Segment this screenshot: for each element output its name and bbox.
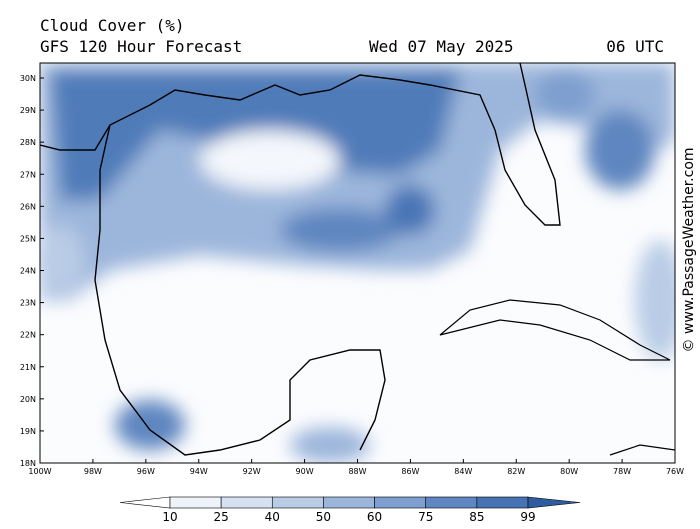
lon-label: 86W: [401, 467, 419, 476]
colorbar-segment: [476, 496, 529, 509]
colorbar-segment: [220, 496, 273, 509]
lon-label: 100W: [28, 467, 51, 476]
lon-label: 76W: [666, 467, 684, 476]
colorbar-segment: [271, 496, 324, 509]
colorbar-label: 85: [469, 510, 484, 524]
lat-label: 18N: [20, 459, 36, 468]
lat-label: 28N: [20, 138, 36, 147]
lon-label: 98W: [84, 467, 102, 476]
colorbar-segment: [323, 496, 375, 509]
colorbar-label: 75: [418, 510, 433, 524]
lat-label: 30N: [20, 74, 36, 83]
lat-label: 23N: [20, 299, 36, 308]
lon-label: 92W: [243, 467, 261, 476]
lon-label: 96W: [137, 467, 155, 476]
cloud-field: [40, 63, 675, 463]
colorbar-label: 50: [316, 510, 331, 524]
lon-label: 90W: [296, 467, 314, 476]
colorbar-high: [527, 496, 581, 509]
lat-label: 21N: [20, 363, 36, 372]
colorbar-segment: [169, 496, 222, 509]
colorbar-label: 25: [214, 510, 229, 524]
colorbar-segment: [425, 496, 478, 509]
lat-label: 29N: [20, 106, 36, 115]
colorbar-low: [119, 496, 171, 509]
date: Wed 07 May 2025: [369, 37, 514, 56]
lon-label: 80W: [560, 467, 578, 476]
lon-label: 82W: [507, 467, 525, 476]
lat-label: 27N: [20, 170, 36, 179]
colorbar-segment: [374, 496, 427, 509]
lat-label: 22N: [20, 331, 36, 340]
time: 06 UTC: [606, 37, 664, 56]
colorbar-label: 40: [265, 510, 280, 524]
colorbar-label: 60: [367, 510, 382, 524]
colorbar-label: 10: [162, 510, 177, 524]
colorbar-label: 99: [520, 510, 535, 524]
lat-label: 20N: [20, 395, 36, 404]
subtitle: GFS 120 Hour Forecast: [40, 37, 242, 56]
lon-label: 88W: [348, 467, 366, 476]
lat-label: 19N: [20, 427, 36, 436]
lat-label: 25N: [20, 234, 36, 243]
lon-label: 78W: [613, 467, 631, 476]
title: Cloud Cover (%): [40, 16, 185, 35]
lat-label: 24N: [20, 267, 36, 276]
lon-label: 84W: [454, 467, 472, 476]
lat-label: 26N: [20, 202, 36, 211]
watermark: © www.PassageWeather.com: [681, 147, 697, 352]
lon-label: 94W: [190, 467, 208, 476]
